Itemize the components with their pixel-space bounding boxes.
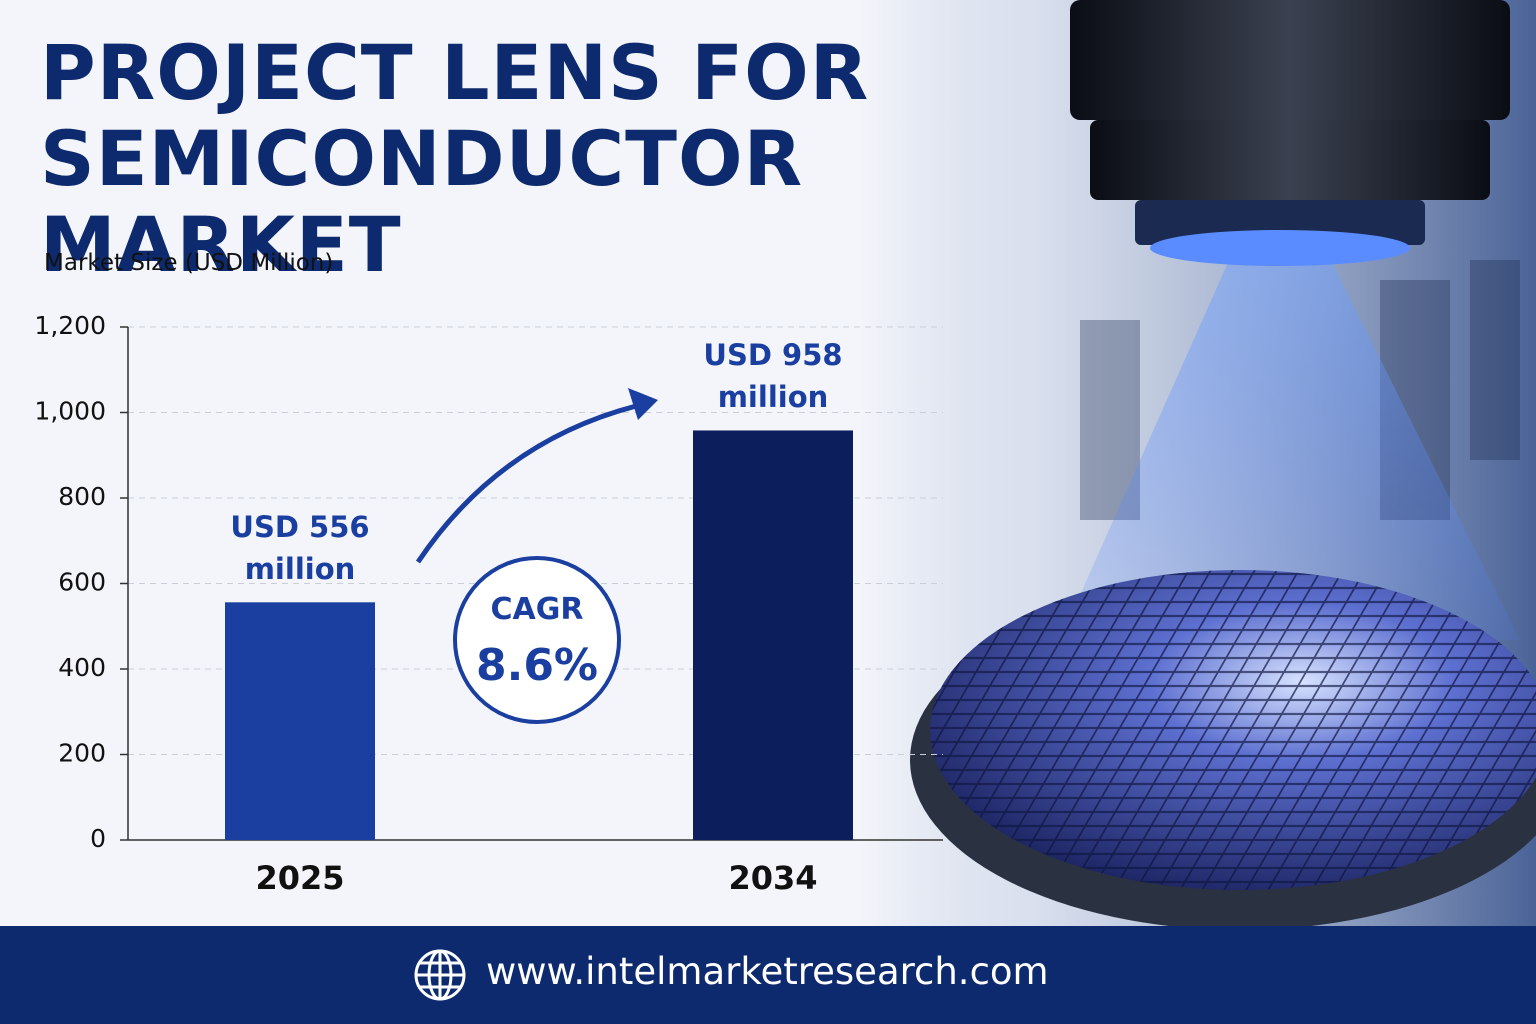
arrow-head [628,388,658,420]
globe-icon [414,949,466,1001]
cagr-circle [453,556,621,724]
bar [225,602,375,840]
chart: 0 200 400 600 800 1,000 1,200 2025 2034 [34,311,943,897]
growth-arrow [415,402,641,564]
value-label: USD 556 million [230,510,370,587]
y-tick-label: 0 [90,824,106,853]
x-tick-label: 2034 [728,859,817,897]
title: PROJECT LENS FOR SEMICONDUCTOR MARKET [40,28,870,289]
y-tick-label: 400 [58,653,106,682]
y-tick-label: 200 [58,739,106,768]
cagr-value: 8.6% [475,640,599,691]
y-tick-label: 1,000 [34,397,106,426]
light-beam [1060,258,1520,640]
lens-body [1070,0,1510,120]
scene: 0 200 400 600 800 1,000 1,200 2025 2034 [34,0,1536,926]
y-tick-label: 1,200 [34,311,106,340]
wafer-dies [930,570,1536,890]
x-tick-label: 2025 [255,859,344,897]
y-tick-label: 800 [58,482,106,511]
lens-glow [1150,230,1410,266]
y-axis-label: Market Size (USD Million) [44,250,334,276]
y-tick-label: 600 [58,568,106,597]
value-label: USD 958 million [703,338,843,415]
footer: www.intelmarketresearch.com [0,926,1536,1024]
bar [693,430,853,840]
cagr-label: CAGR [490,592,584,627]
footer-url: www.intelmarketresearch.com [486,950,1049,993]
lens-ring [1090,120,1490,200]
